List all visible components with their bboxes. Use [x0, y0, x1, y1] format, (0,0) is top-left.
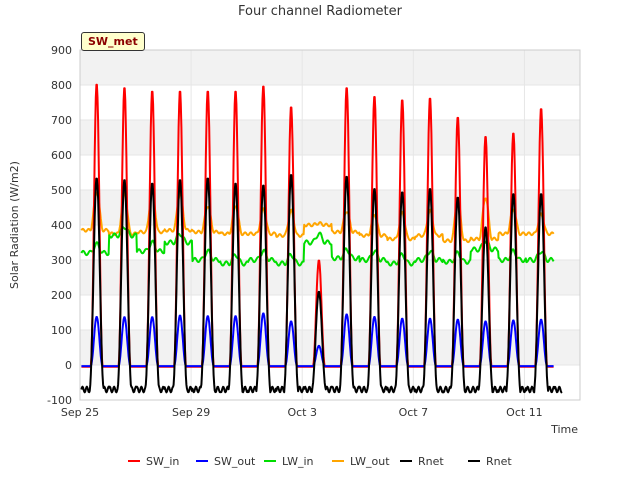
plot-band [80, 295, 580, 330]
plot-band [80, 85, 580, 120]
series-line-lw-out [80, 189, 555, 244]
series-line-sw-out [80, 312, 555, 368]
series-line-lw-in [80, 226, 555, 267]
y-tick-label: 100 [51, 324, 72, 337]
y-tick-label: -100 [47, 394, 72, 407]
plot-band [80, 155, 580, 190]
series-line-rnet [80, 174, 563, 394]
y-tick-label: 800 [51, 79, 72, 92]
plot-band [80, 190, 580, 225]
legend-label: SW_in [146, 455, 179, 468]
plot-band [80, 50, 580, 85]
legend-label: Rnet [418, 455, 444, 468]
y-tick-label: 700 [51, 114, 72, 127]
y-tick-label: 200 [51, 289, 72, 302]
x-tick-label: Oct 3 [287, 406, 317, 419]
plot-band [80, 330, 580, 365]
legend-label: Rnet [486, 455, 512, 468]
y-tick-label: 500 [51, 184, 72, 197]
x-tick-label: Sep 25 [61, 406, 99, 419]
legend-label: SW_out [214, 455, 256, 468]
plot-band [80, 365, 580, 400]
station-badge: SW_met [81, 32, 145, 51]
x-tick-label: Oct 11 [506, 406, 543, 419]
x-tick-label: Oct 7 [399, 406, 429, 419]
plot-frame [79, 49, 581, 401]
y-axis-ticks: -100 0 100 200 300 400 500 600 700 800 900 [47, 44, 72, 407]
series-layer [80, 83, 563, 394]
y-tick-label: 0 [65, 359, 72, 372]
x-axis-ticks: Sep 25 Sep 29 Oct 3 Oct 7 Oct 11 [61, 406, 543, 419]
y-axis-label: Solar Radiation (W/m2) [8, 161, 21, 289]
legend-label: LW_out [350, 455, 390, 468]
plot-band [80, 120, 580, 155]
y-tick-label: 400 [51, 219, 72, 232]
legend-label: LW_in [282, 455, 314, 468]
plot-band [80, 260, 580, 295]
legend: SW_in SW_out LW_in LW_out Rnet Rnet [128, 455, 512, 468]
y-tick-label: 900 [51, 44, 72, 57]
chart-title: Four channel Radiometer [238, 4, 403, 19]
y-tick-label: 300 [51, 254, 72, 267]
x-axis-label: Time [550, 423, 578, 436]
x-tick-label: Sep 29 [172, 406, 210, 419]
y-tick-label: 600 [51, 149, 72, 162]
